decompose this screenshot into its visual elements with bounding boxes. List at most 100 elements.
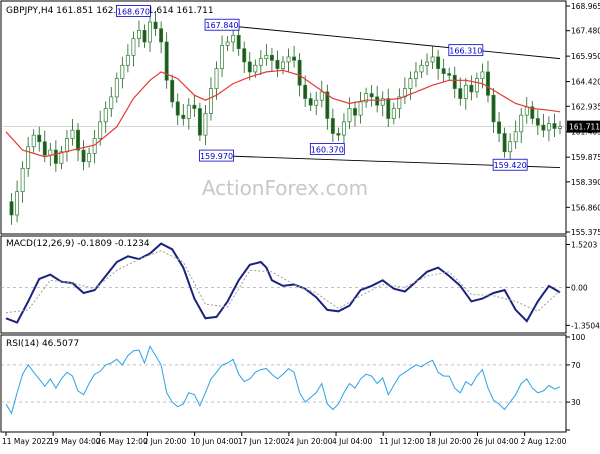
candle-body	[220, 44, 225, 69]
candle-body	[425, 61, 429, 66]
candle-body	[164, 41, 169, 81]
candle-body	[303, 84, 308, 99]
candle-body	[491, 94, 496, 123]
annotation-label: 167.840	[206, 21, 239, 30]
candle-body	[314, 99, 319, 106]
price-ma	[5, 69, 561, 158]
candle-body	[369, 93, 374, 98]
candle-body	[297, 59, 302, 86]
candle-body	[214, 68, 219, 89]
candle-body	[380, 98, 385, 106]
candle-body	[397, 96, 402, 109]
candle-body	[469, 84, 474, 93]
candle-body	[53, 149, 58, 164]
candle-body	[541, 124, 546, 131]
candle-body	[137, 30, 141, 40]
candle-body	[31, 134, 36, 148]
candle-body	[148, 21, 152, 43]
candle-body	[242, 48, 247, 63]
annotation-label: 160.370	[311, 145, 344, 154]
candle-body	[552, 123, 557, 129]
candle-body	[225, 41, 230, 46]
price-y-tick-label: 168.965	[571, 2, 600, 11]
candle-body	[441, 68, 446, 74]
macd-signal-line	[5, 250, 561, 314]
candle-body	[497, 121, 502, 134]
rsi-title: RSI(14) 46.5077	[6, 339, 79, 349]
price-annotations: 168.670 167.840 166.310 159.970 160.370 159.4…	[116, 5, 528, 171]
candle-body	[197, 108, 202, 136]
candle-body	[275, 59, 280, 69]
candle-body	[353, 108, 357, 116]
candle-body	[474, 78, 479, 93]
candle-body	[109, 96, 114, 109]
candle-body	[120, 64, 125, 79]
candle-body	[103, 108, 108, 123]
candle-body	[436, 56, 441, 69]
candle-body	[48, 149, 53, 156]
moving-average-line	[5, 69, 561, 158]
candle-body	[546, 123, 551, 131]
rsi-grid	[1, 364, 566, 403]
annotation-label: 168.670	[117, 7, 150, 16]
candle-body	[414, 71, 418, 79]
candle-body	[76, 129, 80, 151]
trendline-upper	[216, 24, 561, 60]
candle-body	[114, 78, 119, 98]
candle-body	[463, 84, 468, 99]
price-panel-frame	[0, 0, 567, 235]
rsi-lines	[5, 345, 561, 415]
annotation-box	[492, 158, 528, 171]
candle-body	[153, 21, 158, 30]
x-tick-label: 18 Jul 20:00	[426, 437, 471, 446]
price-candles	[9, 10, 562, 225]
annotation-box	[116, 5, 151, 17]
candle-body	[231, 35, 236, 43]
price-y-tick-label: 158.390	[571, 178, 600, 187]
annotation-box	[448, 44, 484, 57]
candle-body	[170, 79, 175, 103]
candle-body	[336, 133, 341, 136]
rsi-line	[5, 345, 561, 415]
price-y-tick-label: 155.375	[571, 228, 600, 237]
candle-body	[87, 153, 92, 163]
candle-body	[408, 78, 413, 89]
x-tick-label: 11 Jul 12:00	[379, 437, 424, 446]
rsi-panel-frame	[0, 334, 567, 433]
x-tick-label: 24 Jun 20:00	[285, 437, 333, 446]
candle-body	[519, 114, 524, 133]
price-y-tick-label: 164.420	[571, 78, 600, 87]
price-y-axis: 168.965167.480165.950164.420162.935161.4…	[566, 2, 600, 237]
rsi-y-tick-label: 30	[571, 398, 581, 407]
annotation-box	[199, 149, 234, 162]
candle-body	[159, 28, 164, 43]
candle-body	[42, 141, 47, 156]
candle-body	[419, 64, 424, 73]
candle-body	[81, 149, 86, 163]
candle-body	[203, 113, 208, 136]
candle-body	[508, 141, 513, 153]
rsi-y-tick-label: 100	[571, 333, 586, 342]
x-tick-label: 11 May 2022	[2, 437, 51, 446]
candle-body	[375, 96, 380, 106]
candle-body	[341, 121, 346, 136]
candle-body	[253, 64, 258, 73]
candle-body	[64, 138, 69, 153]
annotation-box	[309, 143, 345, 155]
rsi-y-axis: 100 70 30	[566, 333, 586, 431]
x-tick-label: 2 Jun 20:00	[143, 437, 186, 446]
candle-body	[330, 118, 335, 134]
macd-y-tick-label: 0.00	[571, 283, 588, 292]
annotation-box	[204, 18, 240, 31]
x-tick-label: 26 Jul 04:00	[473, 437, 518, 446]
candle-body	[458, 88, 463, 99]
candle-body	[530, 106, 535, 119]
candle-body	[269, 54, 274, 61]
candle-body	[281, 61, 285, 69]
x-tick-label: 10 Jun 04:00	[191, 437, 239, 446]
candle-body	[15, 191, 20, 216]
x-tick-label: 4 Jul 04:00	[332, 437, 372, 446]
macd-panel-frame	[0, 235, 567, 334]
